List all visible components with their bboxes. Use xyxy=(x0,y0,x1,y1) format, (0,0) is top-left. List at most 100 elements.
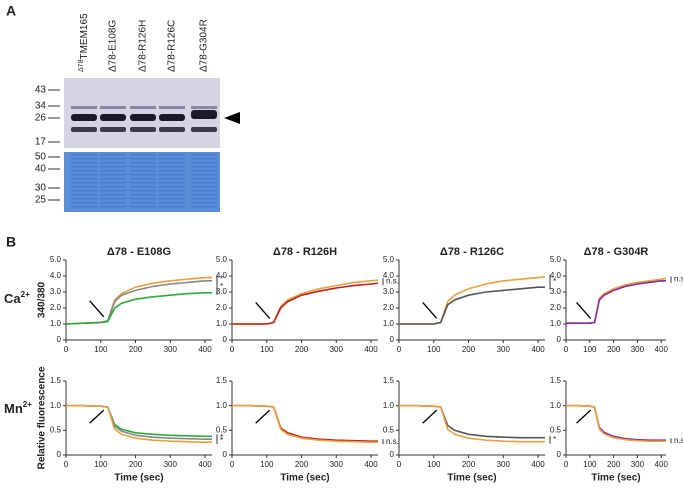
stain xyxy=(159,178,185,180)
stain xyxy=(100,206,126,208)
band xyxy=(159,127,185,132)
x-tick-label: 100 xyxy=(260,460,274,469)
y-tick-label: 4.0 xyxy=(50,271,62,280)
band xyxy=(100,114,126,121)
x-axis-label: Time (sec) xyxy=(447,473,496,484)
y-tick-label: 0 xyxy=(223,450,228,459)
x-tick-label: 300 xyxy=(497,460,511,469)
stain xyxy=(130,186,156,188)
y-tick-label: 2.0 xyxy=(216,303,228,312)
stain xyxy=(71,170,97,172)
stain xyxy=(71,202,97,204)
series-line xyxy=(65,292,212,325)
y-tick-label: 0.5 xyxy=(383,425,395,434)
stain xyxy=(71,186,97,188)
stain xyxy=(191,166,217,168)
stain xyxy=(71,154,97,156)
x-tick-label: 300 xyxy=(164,460,178,469)
annotation: * xyxy=(220,436,223,445)
stain xyxy=(130,202,156,204)
series-line xyxy=(566,280,666,324)
stimulus-arrow xyxy=(255,301,271,319)
stain xyxy=(191,162,217,164)
stimulus-arrow xyxy=(89,409,105,424)
marker-label: 30 xyxy=(35,183,47,194)
x-tick-label: 300 xyxy=(164,345,178,354)
y-tick-label: 2.0 xyxy=(50,303,62,312)
stimulus-arrow xyxy=(255,409,271,424)
band xyxy=(191,106,217,109)
x-tick-label: 400 xyxy=(364,345,378,354)
y-tick-label: 5.0 xyxy=(550,255,562,264)
x-tick-label: 400 xyxy=(655,460,669,469)
stain xyxy=(159,166,185,168)
y-tick-label: 1.5 xyxy=(383,376,395,385)
annotation: * xyxy=(220,274,223,283)
chart-title: Δ78 - E108G xyxy=(107,246,171,258)
arrowhead xyxy=(224,112,240,124)
stain xyxy=(159,158,185,160)
lane-label: Δ78-R126C xyxy=(167,20,178,72)
stain xyxy=(159,186,185,188)
series-line xyxy=(232,404,378,443)
stain xyxy=(130,182,156,184)
series-line xyxy=(399,404,545,443)
y-tick-label: 0 xyxy=(57,335,62,344)
stain xyxy=(159,190,185,192)
series-line xyxy=(399,276,546,325)
band xyxy=(100,106,126,109)
stain xyxy=(71,158,97,160)
y-tick-label: 0 xyxy=(223,335,228,344)
y-tick-label: 0.5 xyxy=(50,425,62,434)
stain xyxy=(130,178,156,180)
stain xyxy=(71,206,97,208)
stain xyxy=(130,194,156,196)
stain xyxy=(159,202,185,204)
annotation: n.s. xyxy=(386,437,399,446)
x-tick-label: 200 xyxy=(607,345,621,354)
series-line xyxy=(399,404,545,439)
x-tick-label: 100 xyxy=(427,345,441,354)
stain xyxy=(100,186,126,188)
y-tick-label: 4.0 xyxy=(216,271,228,280)
marker-label: 50 xyxy=(35,152,47,163)
series-line xyxy=(65,280,212,325)
stain xyxy=(159,182,185,184)
annotation: * xyxy=(553,435,556,444)
band xyxy=(159,114,185,121)
stain xyxy=(159,198,185,200)
stain xyxy=(71,162,97,164)
x-tick-label: 100 xyxy=(260,345,274,354)
stain xyxy=(100,198,126,200)
axes xyxy=(231,260,378,341)
stain xyxy=(159,174,185,176)
stain xyxy=(71,178,97,180)
marker-label: 40 xyxy=(35,164,47,175)
row-sup: 2+ xyxy=(23,400,32,409)
y-tick-label: 4.0 xyxy=(550,271,562,280)
y-tick-label: 3.0 xyxy=(383,287,395,296)
stain xyxy=(191,182,217,184)
stain xyxy=(159,194,185,196)
x-tick-label: 400 xyxy=(531,345,545,354)
axes xyxy=(65,260,212,341)
annotation: * xyxy=(220,282,223,291)
x-tick-label: 400 xyxy=(655,345,669,354)
y-tick-label: 4.0 xyxy=(383,271,395,280)
series-line xyxy=(399,286,545,325)
stain xyxy=(130,170,156,172)
x-tick-label: 0 xyxy=(397,345,402,354)
stain xyxy=(130,190,156,192)
stain xyxy=(100,190,126,192)
annotation: n.s. xyxy=(674,275,683,284)
annotation: n.s. xyxy=(674,436,683,445)
x-tick-label: 200 xyxy=(607,460,621,469)
band xyxy=(130,127,156,132)
band xyxy=(71,127,97,132)
y-tick-label: 1.5 xyxy=(216,376,228,385)
x-tick-label: 200 xyxy=(295,345,309,354)
x-tick-label: 100 xyxy=(94,345,108,354)
stimulus-arrow xyxy=(576,409,592,424)
stain xyxy=(130,174,156,176)
y-tick-label: 1.0 xyxy=(50,401,62,410)
